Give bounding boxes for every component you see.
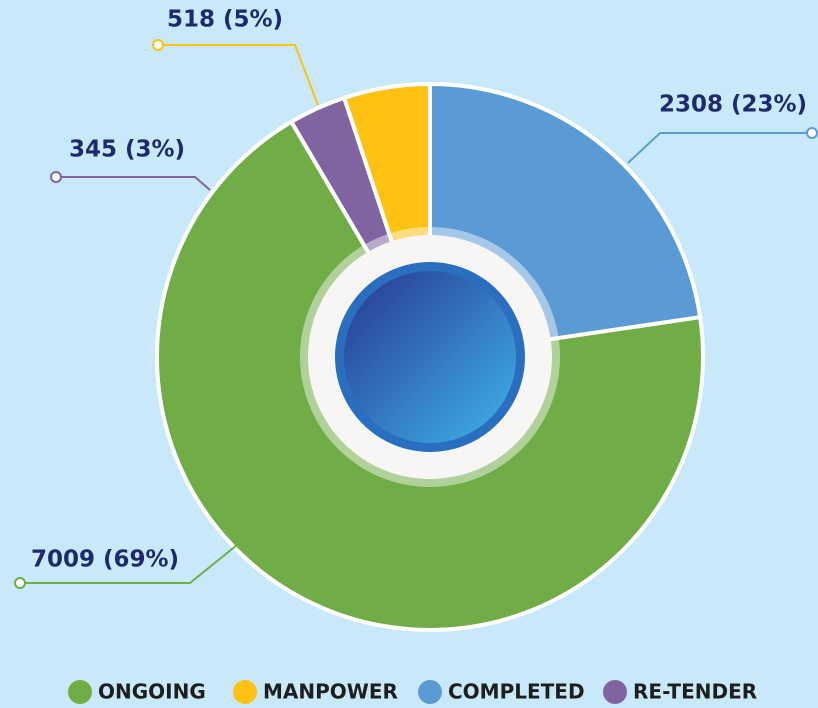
leader-line: [20, 544, 238, 584]
legend-swatch: [603, 680, 627, 704]
legend-swatch: [68, 680, 92, 704]
leader-line: [160, 44, 319, 106]
legend-label: RE-TENDER: [633, 680, 757, 704]
data-label: 345 (3%): [69, 137, 185, 163]
leader-dot: [152, 39, 164, 51]
legend-swatch: [418, 680, 442, 704]
data-label: 7009 (69%): [31, 547, 179, 573]
legend-swatch: [233, 680, 257, 704]
leader-dot: [806, 127, 818, 139]
legend-label: COMPLETED: [448, 680, 585, 704]
data-label: 518 (5%): [167, 7, 283, 33]
leader-dot: [14, 577, 26, 589]
legend-label: MANPOWER: [263, 680, 398, 704]
data-label: 2308 (23%): [659, 92, 807, 118]
legend-label: ONGOING: [98, 680, 206, 704]
leader-line: [627, 132, 810, 164]
core: [344, 271, 516, 443]
leader-line: [58, 176, 211, 191]
leader-dot: [50, 171, 62, 183]
